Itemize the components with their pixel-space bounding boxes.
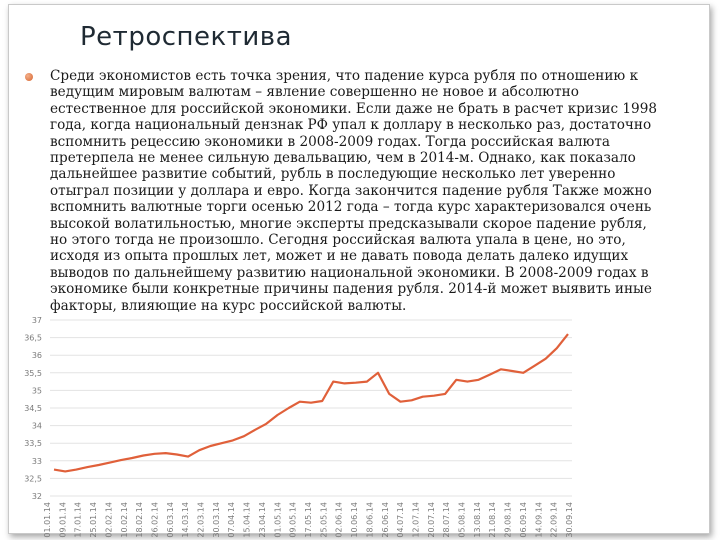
x-tick-label: 23.04.14 — [258, 502, 267, 538]
x-tick-label: 15.04.14 — [243, 502, 252, 538]
x-tick-label: 18.02.14 — [135, 502, 144, 538]
exchange-rate-chart: 32 32,5 33 33,5 34 34,5 35 35,5 36 36,5 37 01.01.14… — [0, 306, 720, 540]
x-tick-label: 26.06.14 — [381, 502, 390, 538]
x-tick-label: 30.09.14 — [565, 502, 574, 538]
x-tick-label: 20.07.14 — [427, 502, 436, 538]
x-tick-label: 06.09.14 — [519, 502, 528, 538]
y-tick-label: 35,5 — [24, 369, 42, 378]
x-tick-label: 22.03.14 — [197, 502, 206, 538]
x-tick-label: 02.06.14 — [335, 502, 344, 538]
x-tick-label: 09.01.14 — [58, 502, 67, 538]
x-tick-label: 14.03.14 — [181, 502, 190, 538]
y-tick-label: 37 — [32, 316, 42, 325]
x-tick-label: 13.08.14 — [473, 502, 482, 538]
y-tick-label: 32 — [32, 492, 42, 501]
y-tick-label: 36,5 — [24, 334, 42, 343]
x-tick-label: 01.05.14 — [273, 502, 282, 538]
x-tick-label: 09.05.14 — [289, 502, 298, 538]
slide-body: Среди экономистов есть точка зрения, что… — [26, 68, 666, 314]
y-tick-label: 36 — [32, 351, 42, 360]
y-tick-label: 33 — [32, 457, 42, 466]
x-tick-label: 25.01.14 — [89, 502, 98, 538]
x-tick-label: 22.09.14 — [550, 502, 559, 538]
x-tick-label: 04.07.14 — [396, 502, 405, 538]
y-tick-label: 35 — [32, 386, 42, 395]
slide-paragraph: Среди экономистов есть точка зрения, что… — [50, 68, 657, 314]
x-tick-label: 17.01.14 — [74, 502, 83, 538]
slide-frame — [8, 4, 710, 534]
slide-title: Ретроспектива — [80, 22, 293, 52]
x-tick-label: 30.03.14 — [212, 502, 221, 538]
bullet-icon — [25, 73, 33, 81]
x-tick-label: 01.01.14 — [43, 502, 52, 538]
x-tick-label: 18.06.14 — [365, 502, 374, 538]
x-tick-label: 14.09.14 — [534, 502, 543, 538]
y-tick-label: 33,5 — [24, 439, 42, 448]
x-tick-label: 29.08.14 — [504, 502, 513, 538]
x-tick-label: 06.03.14 — [166, 502, 175, 538]
x-tick-label: 28.07.14 — [442, 502, 451, 538]
x-tick-label: 21.08.14 — [488, 502, 497, 538]
x-tick-label: 10.02.14 — [120, 502, 129, 538]
x-tick-label: 10.06.14 — [350, 502, 359, 538]
x-tick-label: 07.04.14 — [227, 502, 236, 538]
y-tick-label: 34 — [32, 422, 42, 431]
series-line — [53, 333, 569, 473]
y-tick-label: 32,5 — [24, 474, 42, 483]
y-tick-label: 34,5 — [24, 404, 42, 413]
x-tick-label: 05.08.14 — [458, 502, 467, 538]
chart-svg: 32 32,5 33 33,5 34 34,5 35 35,5 36 36,5 37 01.01.14… — [24, 316, 574, 538]
x-tick-label: 17.05.14 — [304, 502, 313, 538]
x-tick-label: 02.02.14 — [104, 502, 113, 538]
x-tick-label: 25.05.14 — [319, 502, 328, 538]
x-tick-label: 26.02.14 — [150, 502, 159, 538]
x-tick-label: 12.07.14 — [411, 502, 420, 538]
